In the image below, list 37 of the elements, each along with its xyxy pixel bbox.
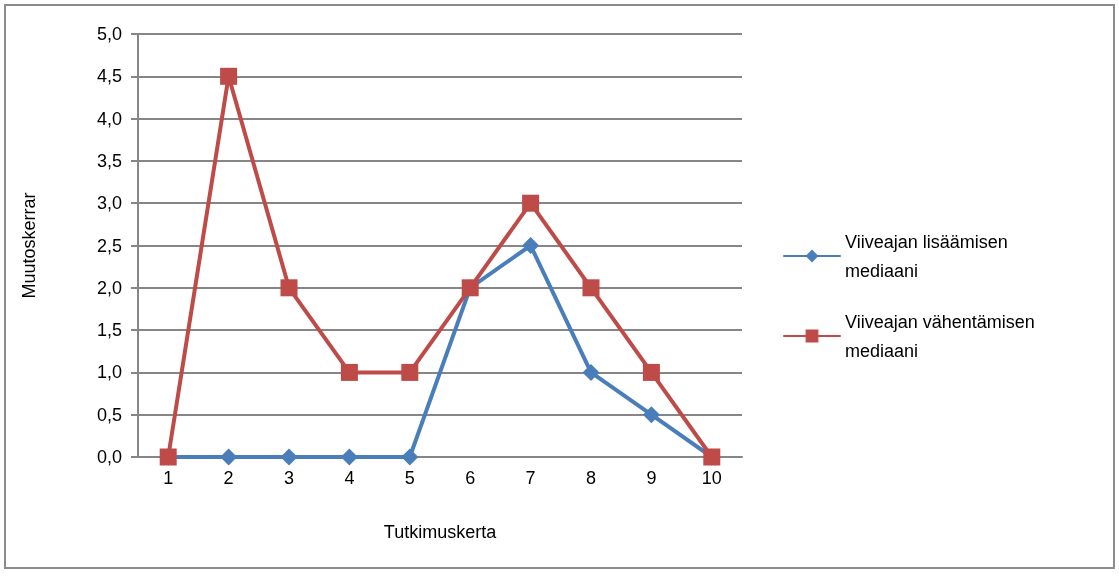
x-tick-label: 9 <box>646 468 657 488</box>
y-tick-label: 3,5 <box>96 150 122 171</box>
legend-label: Viiveajan vähentämisen mediaani <box>845 311 1040 361</box>
x-tick-label: 4 <box>344 468 355 488</box>
y-tick-label: 2,5 <box>96 235 122 256</box>
y-tick-label: 1,5 <box>96 320 122 341</box>
point <box>280 279 298 297</box>
y-axis-title: Muutoskerrar <box>19 192 39 299</box>
x-tick-label: 10 <box>701 468 722 488</box>
y-tick-label: 1,0 <box>96 362 122 383</box>
point <box>642 363 660 381</box>
x-tick-label: 2 <box>223 468 234 488</box>
y-tick-label: 5,0 <box>96 24 122 44</box>
point <box>582 279 600 297</box>
point <box>401 363 419 381</box>
legend-label: Viiveajan lisäämisen mediaani <box>845 231 1013 281</box>
point <box>642 406 660 424</box>
x-tick-label: 6 <box>465 468 476 488</box>
x-tick-label: 5 <box>404 468 415 488</box>
point <box>522 194 540 212</box>
y-tick-label: 0,0 <box>96 447 122 467</box>
x-tick-label: 1 <box>163 468 174 488</box>
y-tick-label: 4,0 <box>96 108 122 129</box>
point <box>401 448 419 466</box>
point <box>522 237 540 254</box>
point <box>582 363 600 381</box>
point <box>280 448 298 466</box>
x-tick-label: 8 <box>585 468 597 488</box>
y-tick-label: 4,5 <box>96 66 122 87</box>
y-tick-label: 3,0 <box>96 193 122 214</box>
x-axis-title: Tutkimuskerta <box>383 522 498 542</box>
point <box>340 363 358 381</box>
y-tick-label: 0,5 <box>96 404 122 425</box>
y-tick-label: 2,0 <box>96 277 122 298</box>
x-tick-label: 3 <box>283 468 295 488</box>
point <box>220 67 238 85</box>
x-tick-label: 7 <box>525 468 536 488</box>
